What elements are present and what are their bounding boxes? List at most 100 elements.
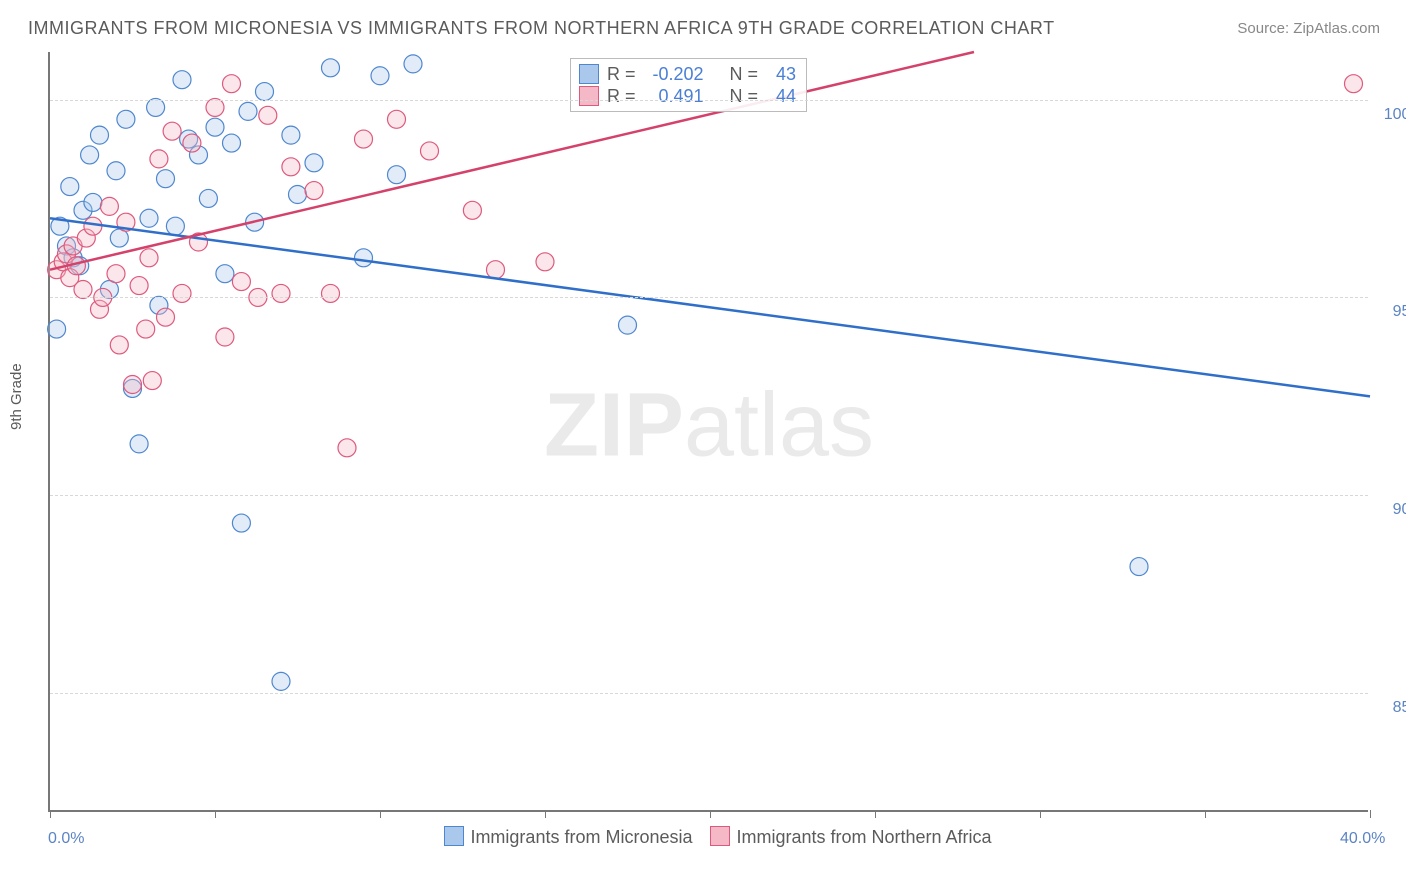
x-tick: [1205, 810, 1206, 818]
x-tick-label: 0.0%: [48, 830, 84, 848]
data-point: [239, 102, 257, 120]
data-point: [166, 217, 184, 235]
data-point: [404, 55, 422, 73]
data-point: [1345, 75, 1363, 93]
r-label: R =: [607, 63, 636, 85]
data-point: [107, 265, 125, 283]
data-point: [74, 281, 92, 299]
data-point: [322, 284, 340, 302]
data-point: [619, 316, 637, 334]
data-point: [216, 328, 234, 346]
data-point: [61, 178, 79, 196]
data-point: [421, 142, 439, 160]
data-point: [110, 336, 128, 354]
data-point: [536, 253, 554, 271]
legend-series-name: Immigrants from Micronesia: [470, 827, 692, 847]
data-point: [117, 110, 135, 128]
data-point: [206, 98, 224, 116]
data-point: [143, 372, 161, 390]
data-point: [289, 186, 307, 204]
data-point: [256, 83, 274, 101]
data-point: [223, 134, 241, 152]
r-value: 0.491: [644, 85, 704, 107]
x-tick: [380, 810, 381, 818]
gridline: [50, 693, 1368, 694]
stats-row: R = 0.491 N = 44: [579, 85, 796, 107]
data-point: [388, 166, 406, 184]
data-point: [130, 277, 148, 295]
data-point: [272, 284, 290, 302]
data-point: [305, 154, 323, 172]
data-point: [124, 376, 142, 394]
y-axis-label: 9th Grade: [8, 363, 25, 430]
data-point: [282, 158, 300, 176]
stats-legend: R = -0.202 N = 43 R = 0.491 N = 44: [570, 58, 807, 112]
data-point: [355, 249, 373, 267]
chart-title: IMMIGRANTS FROM MICRONESIA VS IMMIGRANTS…: [28, 18, 1055, 39]
data-point: [199, 189, 217, 207]
data-point: [140, 249, 158, 267]
plot-svg: [50, 52, 1368, 810]
data-point: [183, 134, 201, 152]
data-point: [100, 197, 118, 215]
x-tick: [875, 810, 876, 818]
y-tick-label: 85.0%: [1378, 699, 1406, 717]
legend-swatch: [444, 826, 464, 846]
data-point: [173, 284, 191, 302]
x-tick: [545, 810, 546, 818]
data-point: [216, 265, 234, 283]
data-point: [223, 75, 241, 93]
data-point: [282, 126, 300, 144]
y-tick-label: 100.0%: [1378, 106, 1406, 124]
data-point: [463, 201, 481, 219]
gridline: [50, 297, 1368, 298]
data-point: [259, 106, 277, 124]
data-point: [355, 130, 373, 148]
r-label: R =: [607, 85, 636, 107]
data-point: [322, 59, 340, 77]
data-point: [232, 514, 250, 532]
x-tick: [50, 810, 51, 818]
data-point: [1130, 558, 1148, 576]
plot-area: ZIPatlas R =-0.202 N =43R =0.491 N =44 I…: [48, 52, 1368, 812]
y-tick-label: 90.0%: [1378, 501, 1406, 519]
data-point: [84, 217, 102, 235]
bottom-legend: Immigrants from Micronesia Immigrants fro…: [50, 826, 1368, 848]
n-value: 44: [766, 85, 796, 107]
data-point: [388, 110, 406, 128]
n-value: 43: [766, 63, 796, 85]
data-point: [206, 118, 224, 136]
legend-swatch: [710, 826, 730, 846]
gridline: [50, 100, 1368, 101]
data-point: [272, 672, 290, 690]
n-label: N =: [730, 63, 759, 85]
data-point: [157, 170, 175, 188]
stats-row: R = -0.202 N = 43: [579, 63, 796, 85]
source-link[interactable]: ZipAtlas.com: [1293, 20, 1380, 37]
data-point: [137, 320, 155, 338]
r-value: -0.202: [644, 63, 704, 85]
data-point: [150, 150, 168, 168]
data-point: [147, 98, 165, 116]
source-attribution: Source: ZipAtlas.com: [1237, 20, 1380, 37]
data-point: [163, 122, 181, 140]
data-point: [157, 308, 175, 326]
n-label: N =: [730, 85, 759, 107]
data-point: [130, 435, 148, 453]
trend-line: [50, 218, 1370, 396]
legend-series-name: Immigrants from Northern Africa: [736, 827, 991, 847]
legend-swatch: [579, 64, 599, 84]
data-point: [173, 71, 191, 89]
legend-swatch: [579, 86, 599, 106]
x-tick-label: 40.0%: [1340, 830, 1385, 848]
gridline: [50, 495, 1368, 496]
x-tick: [1370, 810, 1371, 818]
data-point: [81, 146, 99, 164]
data-point: [84, 193, 102, 211]
source-label: Source:: [1237, 20, 1293, 37]
data-point: [107, 162, 125, 180]
x-tick: [710, 810, 711, 818]
data-point: [305, 182, 323, 200]
y-tick-label: 95.0%: [1378, 303, 1406, 321]
x-tick: [1040, 810, 1041, 818]
